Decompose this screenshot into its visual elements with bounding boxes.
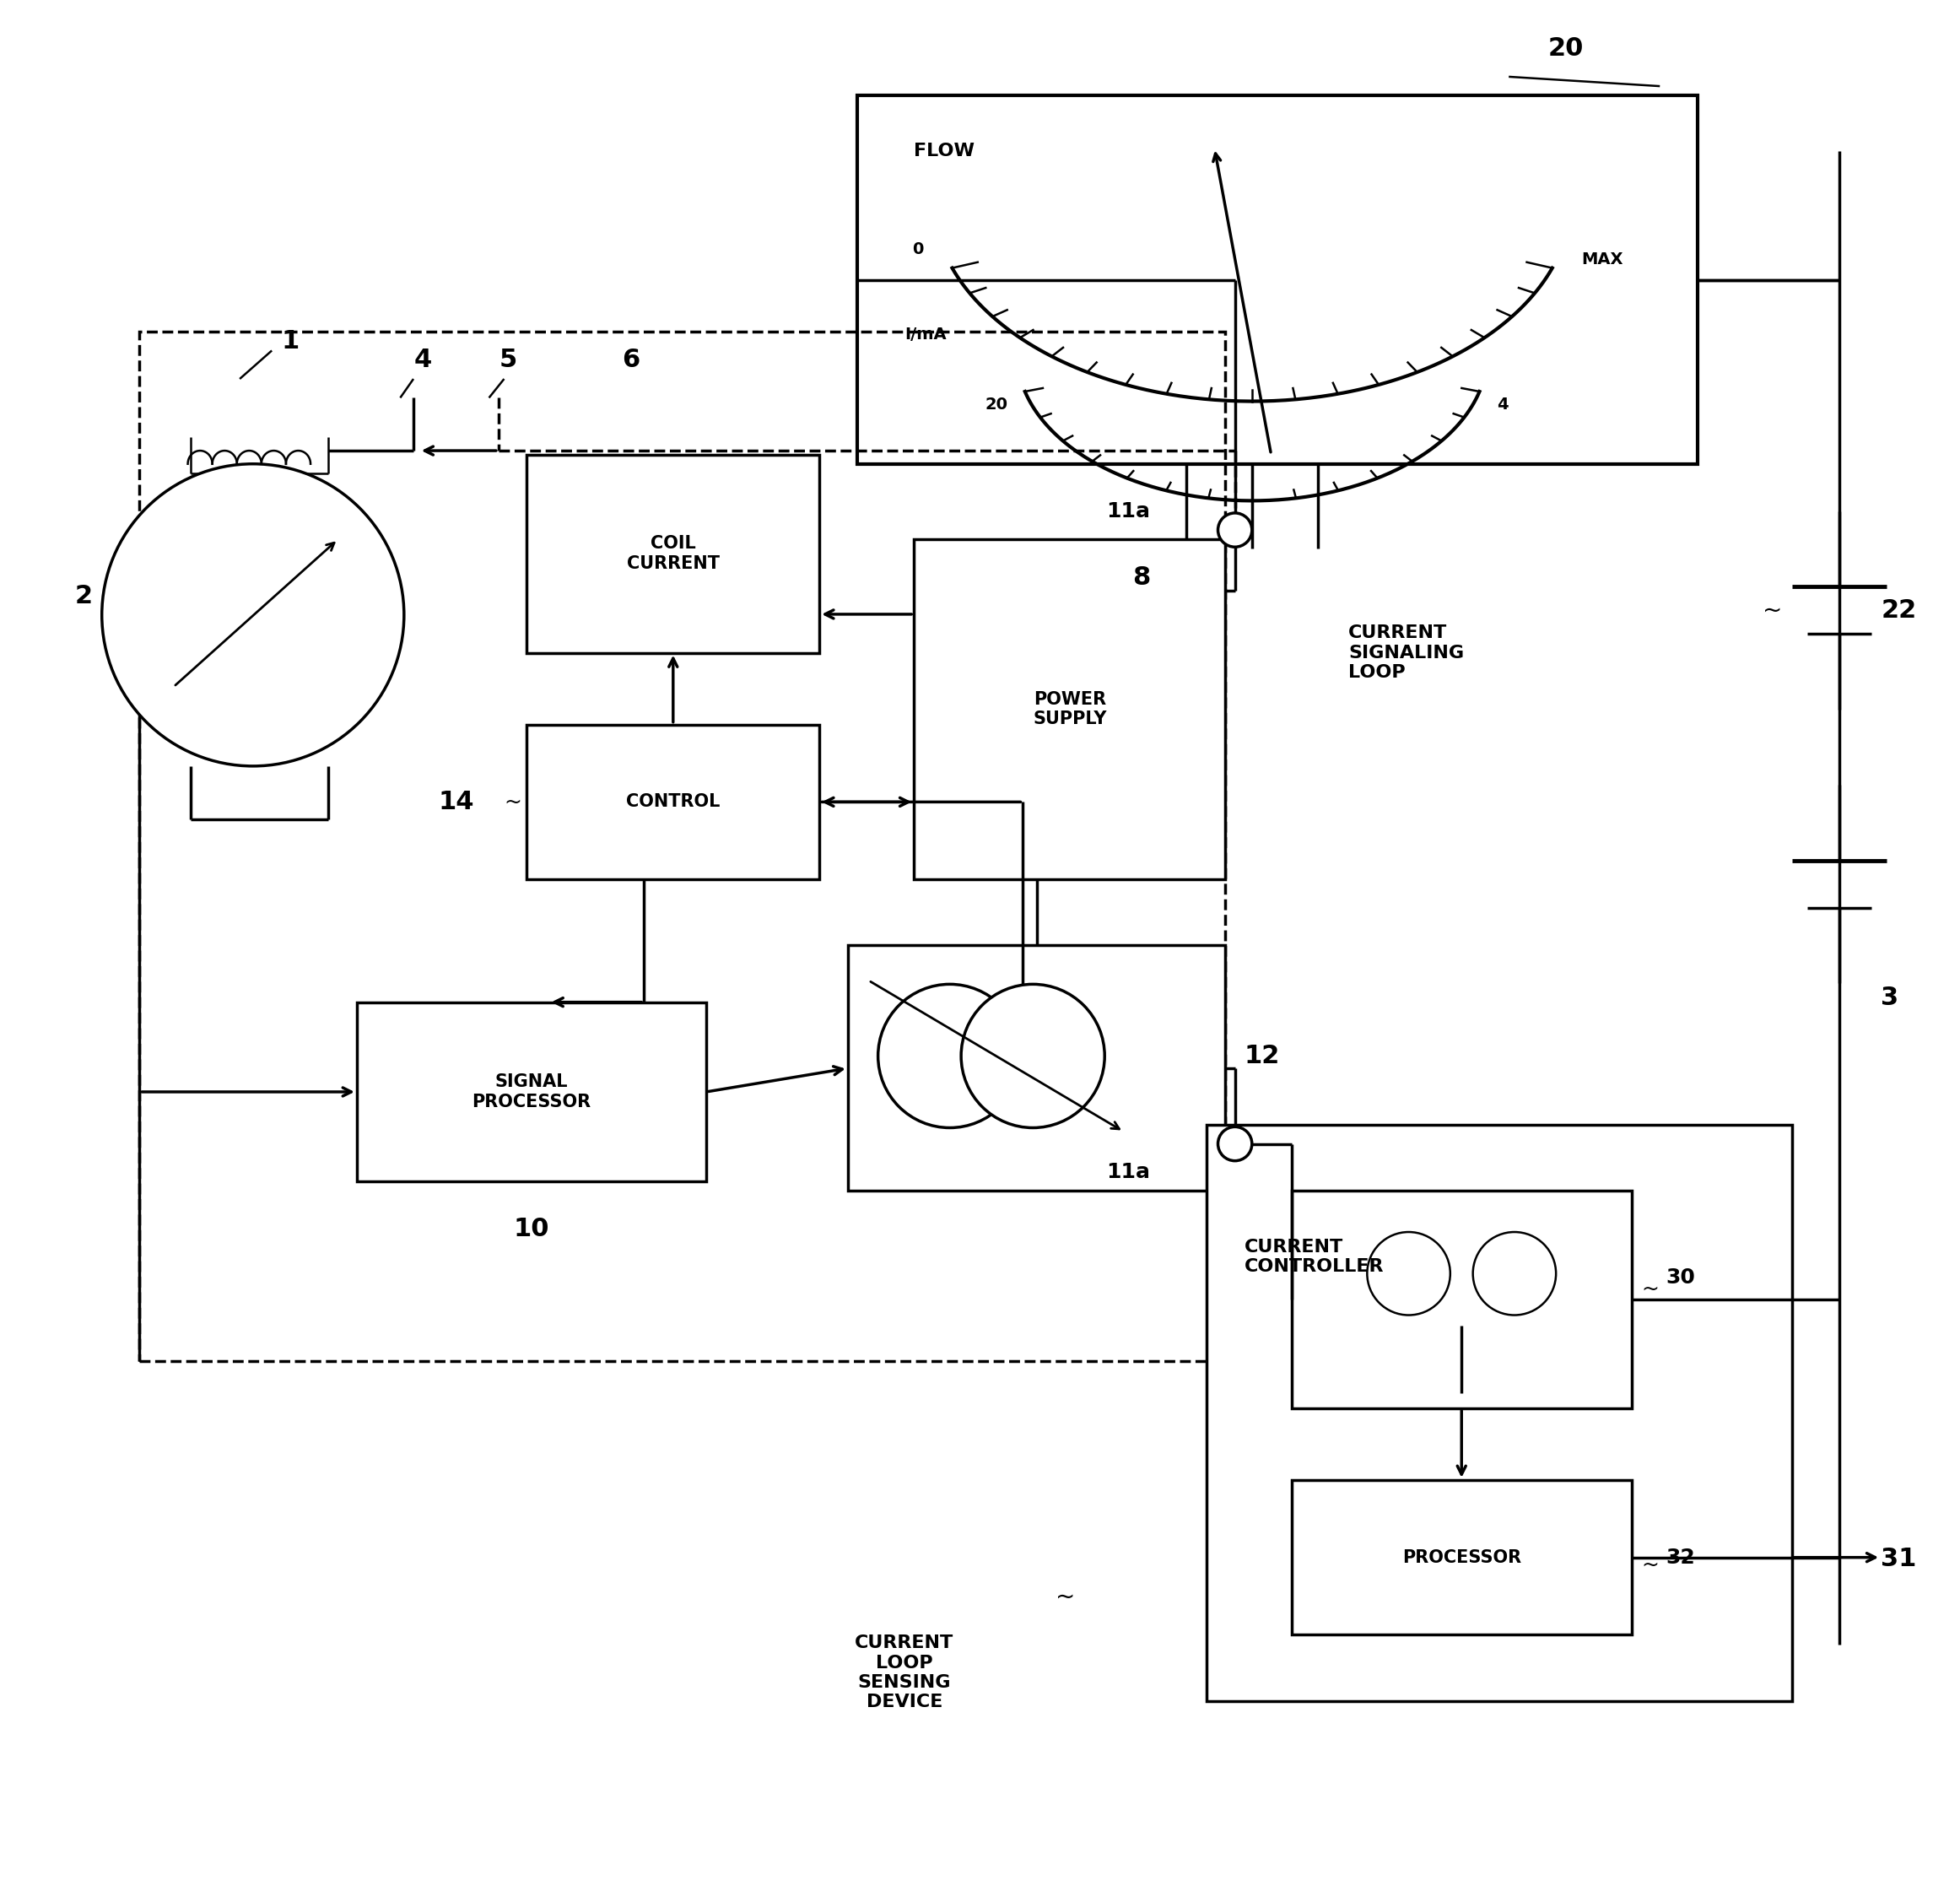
Text: 32: 32 (1666, 1547, 1695, 1568)
Text: 14: 14 (437, 790, 474, 815)
Text: 1: 1 (282, 329, 300, 354)
Text: 11a: 11a (1105, 1161, 1151, 1182)
Circle shape (1472, 1233, 1556, 1314)
Circle shape (1217, 512, 1252, 546)
Text: CURRENT
LOOP
SENSING
DEVICE: CURRENT LOOP SENSING DEVICE (855, 1636, 955, 1711)
Bar (1292, 1481, 1631, 1636)
Text: 20: 20 (984, 397, 1007, 412)
Text: COIL
CURRENT: COIL CURRENT (627, 535, 719, 571)
Bar (913, 539, 1225, 879)
Bar (1207, 1125, 1791, 1702)
Text: I/mA: I/mA (904, 327, 947, 342)
Text: 6: 6 (621, 348, 639, 373)
Text: 2: 2 (74, 584, 92, 609)
Text: CONTROL: CONTROL (625, 794, 719, 811)
Text: ~: ~ (1762, 598, 1782, 622)
Text: 11a: 11a (1105, 501, 1151, 522)
Text: FLOW: FLOW (913, 144, 974, 159)
Text: ~: ~ (1641, 1554, 1658, 1575)
Text: 20: 20 (1548, 36, 1584, 61)
Text: POWER
SUPPLY: POWER SUPPLY (1033, 692, 1107, 728)
Circle shape (102, 463, 404, 766)
Text: 3: 3 (1882, 985, 1899, 1010)
Bar (357, 1002, 706, 1182)
Circle shape (878, 983, 1021, 1127)
Text: 30: 30 (1666, 1267, 1695, 1288)
Text: 31: 31 (1882, 1547, 1917, 1571)
Text: CURRENT
SIGNALING
LOOP: CURRENT SIGNALING LOOP (1348, 624, 1464, 681)
Bar (527, 454, 819, 652)
Bar (527, 724, 819, 879)
Text: 4: 4 (414, 348, 431, 373)
Text: 22: 22 (1882, 598, 1917, 622)
Bar (849, 946, 1225, 1191)
Text: MAX: MAX (1582, 252, 1623, 267)
Text: 5: 5 (500, 348, 517, 373)
Text: 8: 8 (1133, 565, 1151, 590)
Text: ~: ~ (1641, 1278, 1658, 1299)
Text: 0: 0 (911, 242, 923, 257)
Text: 10: 10 (514, 1216, 549, 1240)
Bar (139, 331, 1225, 1362)
Text: ~: ~ (504, 792, 521, 811)
Text: 12: 12 (1245, 1044, 1280, 1068)
Text: CURRENT
CONTROLLER: CURRENT CONTROLLER (1245, 1239, 1384, 1275)
Bar (857, 96, 1697, 463)
Bar (1292, 1191, 1631, 1409)
Circle shape (1368, 1233, 1450, 1314)
Text: PROCESSOR: PROCESSOR (1401, 1549, 1521, 1566)
Circle shape (1217, 1127, 1252, 1161)
Text: 4: 4 (1497, 397, 1509, 412)
Text: SIGNAL
PROCESSOR: SIGNAL PROCESSOR (472, 1074, 592, 1110)
Text: ~: ~ (1054, 1585, 1074, 1609)
Circle shape (960, 983, 1105, 1127)
